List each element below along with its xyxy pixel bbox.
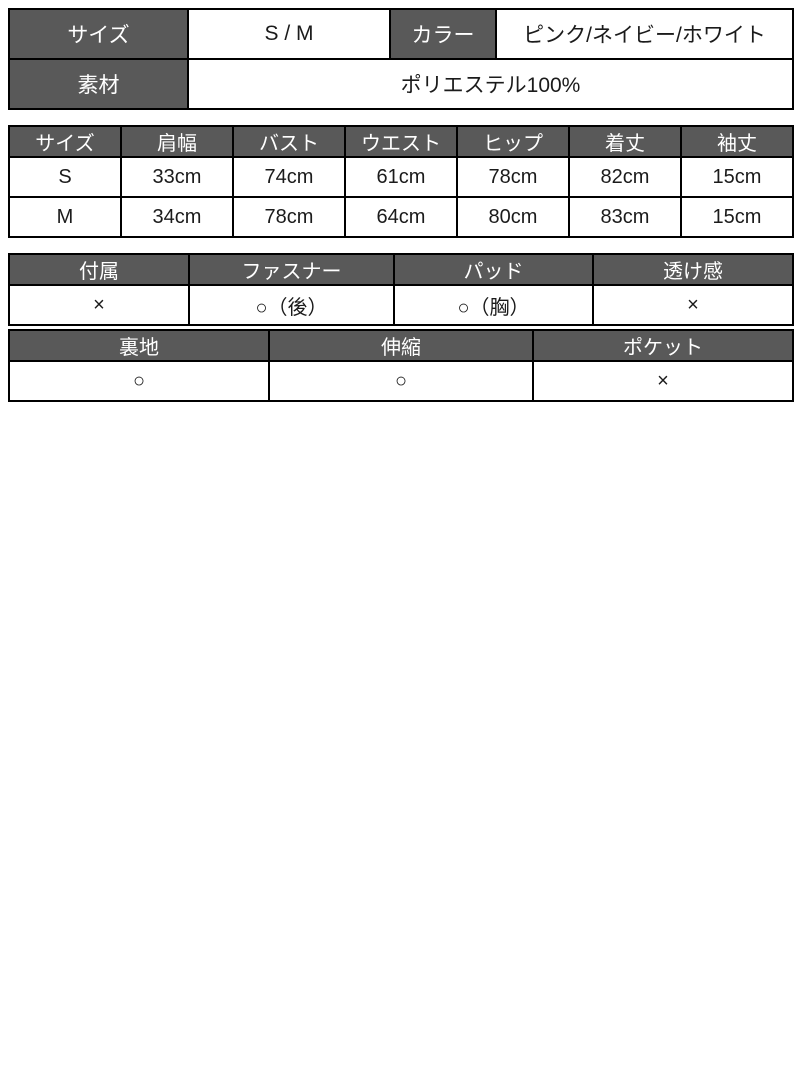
measurements-table: サイズ 肩幅 バスト ウエスト ヒップ 着丈 袖丈 S 33cm 74cm 61… (8, 125, 794, 238)
cell-m-hip: 80cm (456, 196, 570, 238)
size-label-cell: サイズ (8, 8, 189, 60)
value-fastener: ○（後） (188, 284, 395, 326)
cell-s-size: S (8, 156, 122, 198)
features-bottom-header-row: 裏地 伸縮 ポケット (8, 329, 794, 362)
cell-s-shoulder: 33cm (120, 156, 234, 198)
color-value-cell: ピンク/ネイビー/ホワイト (495, 8, 794, 60)
cell-s-waist: 61cm (344, 156, 458, 198)
measurements-row-m: M 34cm 78cm 64cm 80cm 83cm 15cm (8, 196, 794, 238)
cell-m-size: M (8, 196, 122, 238)
col-header-sleeve: 袖丈 (680, 125, 794, 158)
value-pocket: × (532, 360, 794, 402)
col-header-hip: ヒップ (456, 125, 570, 158)
features-top-value-row: × ○（後） ○（胸） × (8, 284, 794, 326)
cell-s-hip: 78cm (456, 156, 570, 198)
header-pocket: ポケット (532, 329, 794, 362)
measurements-row-s: S 33cm 74cm 61cm 78cm 82cm 15cm (8, 156, 794, 198)
header-pad: パッド (393, 253, 594, 286)
cell-s-length: 82cm (568, 156, 682, 198)
cell-m-sleeve: 15cm (680, 196, 794, 238)
features-bottom-table: 裏地 伸縮 ポケット ○ ○ × (8, 329, 794, 402)
col-header-size: サイズ (8, 125, 122, 158)
cell-m-bust: 78cm (232, 196, 346, 238)
features-top-header-row: 付属 ファスナー パッド 透け感 (8, 253, 794, 286)
col-header-waist: ウエスト (344, 125, 458, 158)
material-value-cell: ポリエステル100% (187, 58, 794, 110)
cell-s-bust: 74cm (232, 156, 346, 198)
value-lining: ○ (8, 360, 270, 402)
col-header-shoulder: 肩幅 (120, 125, 234, 158)
measurements-header-row: サイズ 肩幅 バスト ウエスト ヒップ 着丈 袖丈 (8, 125, 794, 158)
summary-row-material: 素材 ポリエステル100% (8, 58, 794, 110)
value-sheerness: × (592, 284, 794, 326)
header-sheerness: 透け感 (592, 253, 794, 286)
value-pad: ○（胸） (393, 284, 594, 326)
size-value-cell: S / M (187, 8, 391, 60)
value-accessories: × (8, 284, 190, 326)
header-fastener: ファスナー (188, 253, 395, 286)
material-label-cell: 素材 (8, 58, 189, 110)
header-accessories: 付属 (8, 253, 190, 286)
value-stretch: ○ (268, 360, 534, 402)
col-header-bust: バスト (232, 125, 346, 158)
features-top-table: 付属 ファスナー パッド 透け感 × ○（後） ○（胸） × (8, 253, 794, 326)
features-bottom-value-row: ○ ○ × (8, 360, 794, 402)
summary-table: サイズ S / M カラー ピンク/ネイビー/ホワイト 素材 ポリエステル100… (8, 8, 794, 110)
summary-row-size-color: サイズ S / M カラー ピンク/ネイビー/ホワイト (8, 8, 794, 60)
header-stretch: 伸縮 (268, 329, 534, 362)
cell-m-length: 83cm (568, 196, 682, 238)
cell-m-shoulder: 34cm (120, 196, 234, 238)
cell-s-sleeve: 15cm (680, 156, 794, 198)
col-header-length: 着丈 (568, 125, 682, 158)
color-label-cell: カラー (389, 8, 497, 60)
cell-m-waist: 64cm (344, 196, 458, 238)
product-spec-sheet: サイズ S / M カラー ピンク/ネイビー/ホワイト 素材 ポリエステル100… (0, 0, 800, 402)
header-lining: 裏地 (8, 329, 270, 362)
